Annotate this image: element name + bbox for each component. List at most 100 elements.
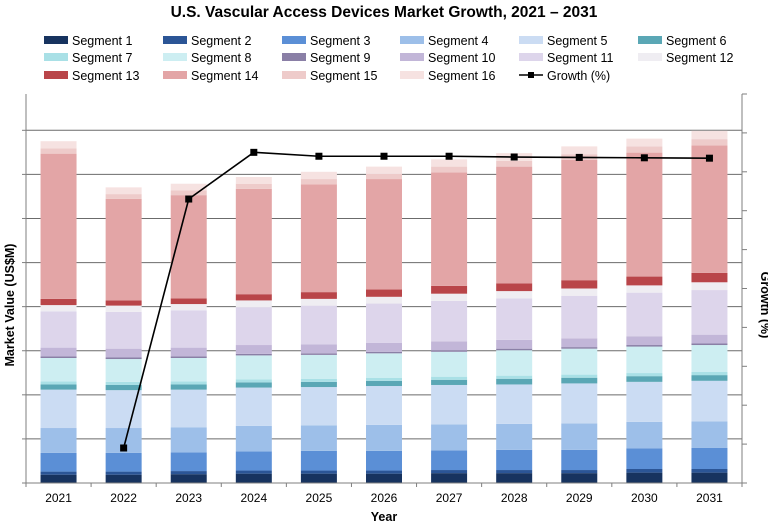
bar-segment (366, 351, 402, 354)
legend-swatch (163, 53, 187, 61)
legend-swatch (44, 36, 68, 44)
legend-label: Segment 5 (547, 34, 608, 48)
bar-segment (40, 389, 77, 429)
bar-segment (691, 139, 728, 146)
x-tick-label: 2024 (240, 491, 267, 505)
legend-swatch (400, 53, 424, 61)
bar-segment (561, 295, 598, 339)
bar-segment (366, 380, 402, 387)
legend-swatch (519, 53, 543, 61)
bar-segment (235, 353, 272, 356)
growth-line (122, 151, 710, 449)
bar-segment (691, 334, 728, 344)
bar-segment (366, 303, 402, 343)
bar-segment (40, 474, 77, 483)
bar-segment (105, 348, 142, 358)
legend-swatch (282, 36, 306, 44)
legend-label: Segment 6 (666, 34, 727, 48)
bar-segment (691, 372, 728, 376)
bar-segment (496, 449, 533, 471)
legend-label: Segment 9 (310, 51, 371, 65)
bar-segment (300, 179, 337, 185)
growth-point (120, 444, 128, 452)
legend: Segment 1 Segment 2 Segment 3 Segment 4 Segm… (44, 34, 733, 83)
bar-segment (366, 450, 402, 471)
bar-segment (170, 452, 207, 472)
bar-segment (105, 194, 142, 199)
bar-segment (300, 298, 337, 306)
bar-segment (626, 373, 663, 377)
axes (22, 93, 747, 487)
legend-swatch (282, 71, 306, 79)
bar-segment (235, 382, 272, 388)
bar-segment (105, 198, 142, 301)
bar-segment (561, 347, 598, 349)
bar-segment (431, 424, 468, 451)
bar-segment (170, 381, 207, 385)
legend-label: Segment 10 (428, 51, 495, 65)
legend-item: Segment 10 (400, 51, 495, 65)
bar-segment (40, 311, 77, 348)
bar-segment (561, 383, 598, 424)
bar-segment (235, 176, 272, 184)
bar-segment (496, 470, 533, 474)
bar-segment (366, 470, 402, 474)
bar-segment (431, 470, 468, 474)
bar-segment (366, 173, 402, 180)
bar-segment (170, 298, 207, 305)
bar-segment (561, 377, 598, 384)
legend-swatch (400, 71, 424, 79)
x-tick-label: 2023 (175, 491, 202, 505)
bar-segment (431, 341, 468, 351)
legend-label: Segment 2 (191, 34, 252, 48)
bar-segment (496, 423, 533, 450)
bar-segment (431, 172, 468, 286)
bar-segment (300, 344, 337, 354)
legend-item: Segment 13 (44, 69, 139, 83)
bar-segment (496, 350, 533, 376)
bar-stack (105, 187, 142, 483)
legend-item: Segment 4 (400, 34, 489, 48)
bar-segment (235, 300, 272, 308)
bar-segment (431, 351, 468, 377)
bar-segment (235, 425, 272, 452)
bar-segment (235, 473, 272, 483)
bar-segment (626, 152, 663, 277)
bar-segment (235, 294, 272, 301)
bar-segment (691, 468, 728, 473)
bar-segment (431, 166, 468, 173)
bar-segment (40, 141, 77, 149)
bar-segment (691, 343, 728, 346)
bar-segment (691, 282, 728, 291)
bar-segment (300, 305, 337, 345)
bar-segment (366, 179, 402, 290)
legend-item: Segment 7 (44, 51, 133, 65)
growth-point (445, 152, 453, 160)
bar-segment (300, 387, 337, 426)
bar-segment (691, 130, 728, 140)
bar-segment (105, 390, 142, 429)
bar-stack (561, 146, 598, 483)
growth-point (380, 152, 388, 160)
bar-segment (626, 346, 663, 374)
bar-segment (105, 311, 142, 349)
bar-segment (691, 272, 728, 283)
bar-segment (626, 472, 663, 483)
bar-segment (366, 386, 402, 425)
legend-label: Segment 16 (428, 69, 495, 83)
bar-segment (105, 381, 142, 385)
bar-segment (170, 427, 207, 453)
bar-segment (431, 300, 468, 342)
bar-segment (496, 166, 533, 284)
bar-segment (561, 423, 598, 450)
bar-segment (170, 304, 207, 311)
bar-segment (561, 473, 598, 483)
bar-segment (626, 276, 663, 286)
bar-segment (105, 300, 142, 306)
growth-point (185, 195, 193, 203)
bar-segment (300, 378, 337, 382)
bar-segment (235, 188, 272, 295)
bar-segment (40, 452, 77, 472)
bar-segment (626, 381, 663, 422)
legend-swatch (282, 53, 306, 61)
